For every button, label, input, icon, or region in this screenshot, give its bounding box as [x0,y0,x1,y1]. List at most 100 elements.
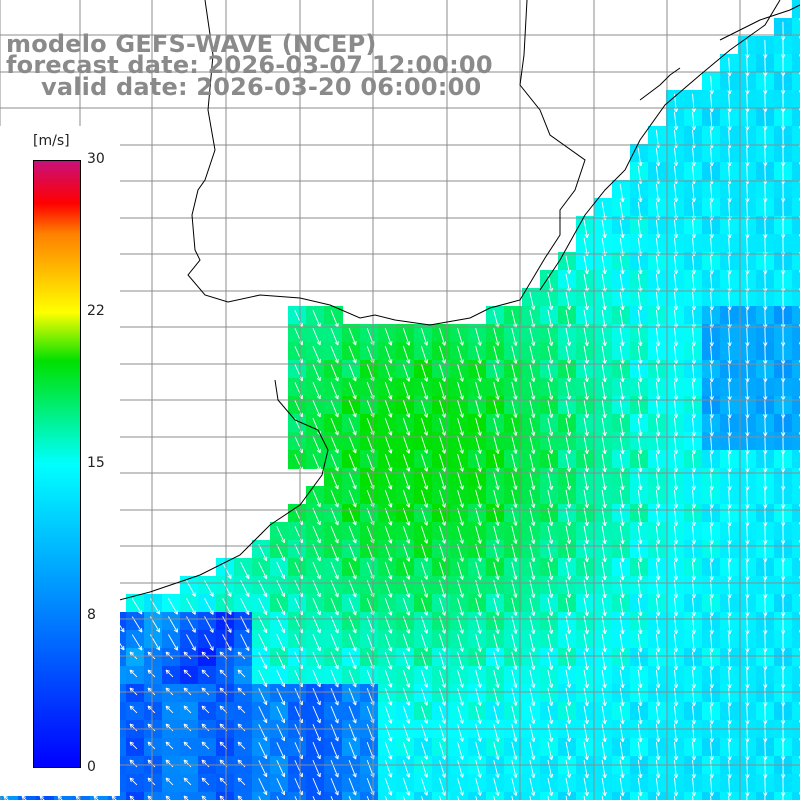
wind-arrow-head [745,234,748,239]
wind-cell [756,576,775,595]
wind-arrow-head [727,792,731,797]
wind-arrow-head [352,720,357,724]
wind-cell [684,252,703,271]
wind-arrow-head [569,341,572,346]
wind-arrow-head [763,720,766,725]
wind-arrow-head [388,432,392,436]
wind-arrow-head [764,756,768,761]
wind-arrow-head [691,504,695,509]
wind-arrow-head [515,611,518,616]
wind-arrow-head [604,233,607,238]
wind-arrow-head [658,503,661,509]
wind-arrow [348,687,357,706]
wind-arrow-head [406,360,410,364]
wind-arrow [674,759,677,778]
wind-arrow-head [640,521,643,527]
wind-cell [792,216,800,235]
wind-cell [738,666,757,685]
wind-arrow-head [497,755,500,760]
wind-arrow [583,273,588,292]
wind-arrow-head [165,795,170,798]
wind-arrow-head [183,759,188,762]
wind-arrow-head [444,791,446,796]
wind-arrow-head [390,341,393,346]
wind-arrow-head [693,684,697,689]
wind-arrow-head [638,468,642,473]
wind-arrow-head [515,395,518,400]
wind-arrow-head [201,741,204,746]
wind-arrow-head [673,342,677,347]
wind-cell [774,162,793,181]
wind-arrow [457,381,464,400]
wind-arrow [728,507,731,527]
wind-arrow [728,669,731,689]
wind-arrow [710,345,713,364]
wind-arrow [384,597,392,616]
wind-arrow-head [441,360,446,364]
wind-arrow-head [675,720,679,725]
wind-arrow-head [462,539,464,544]
wind-arrow-head [604,305,607,310]
wind-arrow-head [219,705,224,708]
wind-cell [684,144,703,163]
wind-arrow-head [462,665,464,670]
wind-arrow-head [441,576,446,580]
wind-arrow-head [586,647,589,652]
wind-arrow-head [497,701,500,706]
wind-arrow-head [602,738,606,743]
wind-arrow [312,526,321,544]
wind-arrow [583,705,588,724]
wind-arrow [601,687,606,706]
wind-cell [738,72,757,91]
wind-arrow-head [388,360,392,364]
wind-arrow [746,309,749,329]
wind-arrow-head [747,720,750,725]
wind-arrow-head [533,521,536,526]
wind-arrow [330,472,339,490]
wind-arrow-head [513,774,517,778]
wind-arrow [312,688,321,706]
wind-arrow-head [640,593,643,599]
wind-cell [792,468,800,487]
wind-cell [774,270,793,289]
wind-arrow-head [551,413,554,418]
wind-arrow-head [620,396,624,401]
wind-arrow [583,237,588,256]
wind-arrow-head [620,360,624,365]
wind-arrow-head [441,594,446,598]
wind-arrow [402,597,410,616]
wind-arrow-head [782,198,786,203]
wind-arrow-head [727,738,731,743]
wind-arrow-head [569,539,572,544]
wind-arrow-head [390,467,393,472]
wind-arrow-head [513,342,517,346]
wind-arrow-head [711,630,714,635]
wind-arrow-head [459,684,463,688]
wind-arrow-head [263,629,267,634]
wind-arrow-head [711,108,714,113]
wind-arrow-head [388,612,392,616]
wind-arrow-head [675,162,679,167]
wind-arrow-head [658,629,661,635]
wind-cell [738,684,757,703]
wind-arrow-head [408,755,411,760]
wind-cell [720,612,739,631]
wind-arrow-head [764,378,768,383]
wind-arrow [637,741,642,760]
wind-arrow-head [620,198,624,203]
wind-arrow-head [515,413,518,418]
wind-arrow-head [729,162,732,167]
wind-arrow [601,471,606,490]
wind-arrow-head [764,468,768,473]
wind-arrow-head [459,396,463,400]
wind-arrow-head [782,576,786,581]
wind-arrow-head [780,612,784,617]
wind-arrow-head [316,738,321,742]
wind-arrow-head [727,396,731,401]
wind-arrow-head [782,36,786,41]
wind-arrow-head [620,630,624,635]
wind-arrow [728,741,731,761]
wind-cell [702,666,721,685]
wind-arrow-head [390,665,393,670]
wind-arrow-head [780,126,784,131]
